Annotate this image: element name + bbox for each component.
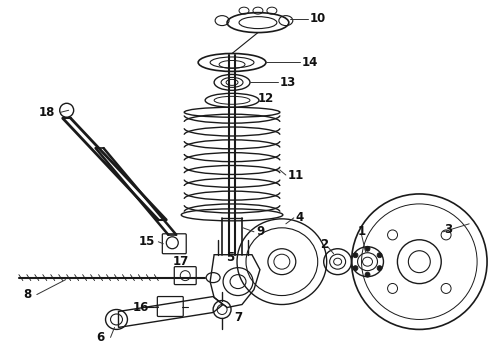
Circle shape	[353, 266, 358, 271]
Text: 17: 17	[172, 255, 189, 268]
Text: 14: 14	[302, 56, 318, 69]
Text: 5: 5	[226, 251, 234, 264]
Text: 11: 11	[288, 168, 304, 181]
Text: 18: 18	[39, 106, 55, 119]
Circle shape	[365, 246, 370, 251]
Text: 12: 12	[258, 92, 274, 105]
Text: 2: 2	[319, 238, 328, 251]
Text: 8: 8	[23, 288, 31, 301]
Text: 13: 13	[280, 76, 296, 89]
Circle shape	[377, 266, 382, 271]
Circle shape	[353, 253, 358, 258]
Text: 9: 9	[256, 225, 264, 238]
Text: 6: 6	[97, 331, 105, 344]
Text: 10: 10	[310, 12, 326, 25]
Text: 4: 4	[296, 211, 304, 224]
Text: 16: 16	[132, 301, 149, 314]
Circle shape	[365, 272, 370, 277]
Text: 15: 15	[138, 235, 155, 248]
Text: 1: 1	[358, 225, 366, 238]
Circle shape	[377, 253, 382, 258]
Text: 7: 7	[234, 311, 242, 324]
Text: 3: 3	[444, 223, 452, 236]
